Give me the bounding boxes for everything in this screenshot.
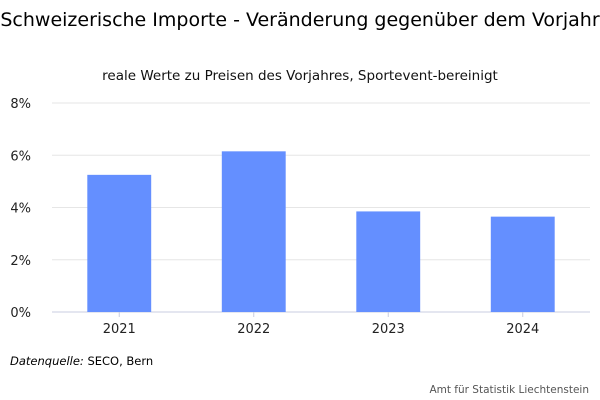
bar: [356, 211, 421, 312]
chart-subtitle: reale Werte zu Preisen des Vorjahres, Sp…: [102, 68, 498, 84]
y-tick-label: 2%: [10, 254, 31, 269]
source-label: Datenquelle:: [10, 354, 84, 368]
y-tick-label: 4%: [10, 202, 31, 217]
x-tick-label: 2023: [372, 322, 405, 337]
x-tick-label: 2021: [103, 322, 136, 337]
y-tick-label: 8%: [10, 97, 31, 112]
y-tick-label: 6%: [10, 149, 31, 164]
data-source: Datenquelle: SECO, Bern: [10, 354, 153, 368]
bar: [490, 216, 555, 312]
source-text: SECO, Bern: [87, 354, 154, 368]
bar: [87, 174, 152, 312]
credits: Amt für Statistik Liechtenstein: [429, 384, 589, 396]
bar: [221, 151, 286, 312]
chart-title: Schweizerische Importe - Veränderung geg…: [0, 9, 600, 31]
x-tick-label: 2024: [506, 322, 539, 337]
x-tick-label: 2022: [237, 322, 270, 337]
y-tick-label: 0%: [10, 306, 31, 321]
